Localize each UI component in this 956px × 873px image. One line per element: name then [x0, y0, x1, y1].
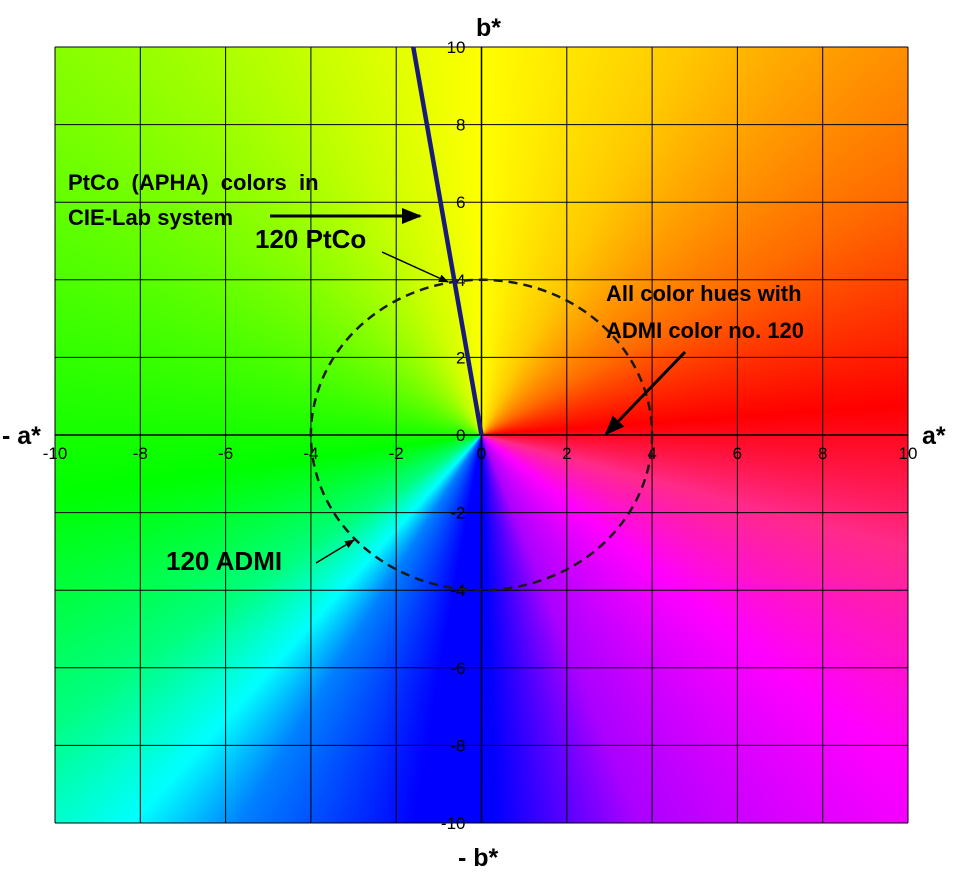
x-tick-label: 2: [562, 444, 571, 463]
y-tick-label: 4: [456, 271, 465, 290]
annotation-admi-hues-line1: All color hues with: [606, 281, 802, 306]
axis-title-a-pos: a*: [922, 422, 946, 450]
arrow-admi-hues: [604, 350, 687, 436]
annotation-ptco-title-line2: CIE-Lab system: [68, 205, 233, 230]
ptco-line: [411, 46, 484, 436]
x-tick-label: 6: [733, 444, 742, 463]
admi-circle: [309, 278, 654, 592]
y-tick-label: 2: [456, 348, 465, 367]
annotation-admi-label: 120 ADMI: [166, 546, 282, 576]
annotation-admi-hues-line2: ADMI color no. 120: [606, 318, 804, 343]
x-tick-label: -8: [133, 444, 148, 463]
arrow-admi-label: [315, 539, 355, 564]
x-tick-label: -2: [389, 444, 404, 463]
y-tick-label: -4: [450, 581, 465, 600]
axis-title-b-pos: b*: [476, 14, 501, 42]
annotation-ptco-point: 120 PtCo: [255, 224, 366, 254]
x-tick-label: -10: [43, 444, 68, 463]
y-tick-label: 6: [456, 193, 465, 212]
y-tick-label: 0: [456, 426, 465, 445]
axis-title-a-neg: - a*: [2, 422, 41, 450]
x-tick-labels: -10 -8 -6 -4 -2 0 2 4 6 8 10: [43, 444, 918, 463]
x-tick-label: -4: [303, 444, 318, 463]
axis-title-b-neg: - b*: [458, 844, 499, 872]
y-tick-label: -2: [450, 504, 465, 523]
arrow-ptco-point: [381, 251, 449, 283]
y-tick-label: 8: [456, 116, 465, 135]
x-tick-label: 0: [477, 444, 486, 463]
y-tick-label: -8: [450, 736, 465, 755]
series-layer: [309, 46, 654, 592]
y-tick-labels: -10 -8 -6 -4 -2 0 2 4 6 8 10: [441, 38, 466, 833]
x-tick-label: -6: [218, 444, 233, 463]
x-tick-label: 10: [899, 444, 918, 463]
y-tick-label: -6: [450, 659, 465, 678]
annotation-ptco-title-line1: PtCo (APHA) colors in: [68, 170, 319, 195]
y-tick-label: -10: [441, 814, 466, 833]
x-tick-label: 8: [818, 444, 827, 463]
y-tick-label: 10: [447, 38, 466, 57]
